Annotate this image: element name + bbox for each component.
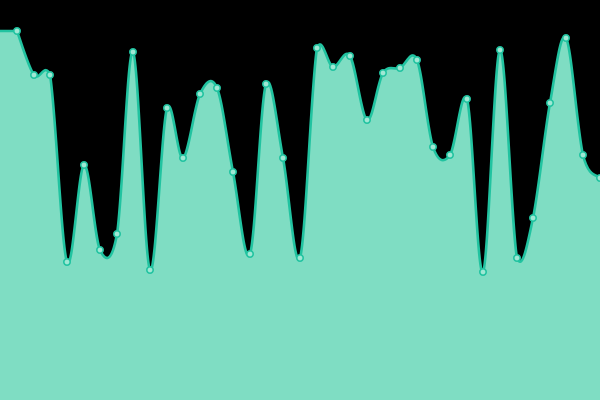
data-point-marker	[412, 55, 421, 64]
data-point-marker	[278, 154, 287, 163]
data-point-marker	[478, 267, 487, 276]
data-point-marker	[578, 151, 587, 160]
data-point-marker	[229, 168, 238, 177]
data-point-marker	[328, 62, 337, 71]
data-point-marker	[312, 43, 321, 52]
data-point-markers	[13, 26, 600, 276]
data-point-marker	[45, 71, 54, 80]
data-point-marker	[295, 254, 304, 263]
data-point-marker	[462, 95, 471, 104]
data-point-marker	[445, 151, 454, 160]
data-point-marker	[80, 161, 89, 170]
data-point-marker	[345, 51, 354, 60]
data-point-marker	[29, 71, 38, 80]
data-point-marker	[13, 26, 22, 35]
data-point-marker	[561, 33, 570, 42]
data-point-marker	[196, 90, 205, 99]
data-point-marker	[113, 230, 122, 239]
area-fill-path	[0, 31, 600, 400]
data-point-marker	[146, 265, 155, 274]
data-point-marker	[362, 116, 371, 125]
data-point-marker	[495, 45, 504, 54]
data-point-marker	[261, 80, 270, 89]
data-point-marker	[378, 69, 387, 78]
data-point-marker	[129, 47, 138, 56]
data-point-marker	[395, 64, 404, 73]
data-point-marker	[163, 104, 172, 113]
data-point-marker	[246, 250, 255, 259]
data-point-marker	[96, 246, 105, 255]
data-point-marker	[428, 143, 437, 152]
data-point-marker	[512, 254, 521, 263]
data-point-marker	[528, 214, 537, 223]
data-point-marker	[213, 84, 222, 93]
data-point-marker	[545, 99, 554, 108]
data-point-marker	[179, 154, 188, 163]
data-point-marker	[62, 257, 71, 266]
